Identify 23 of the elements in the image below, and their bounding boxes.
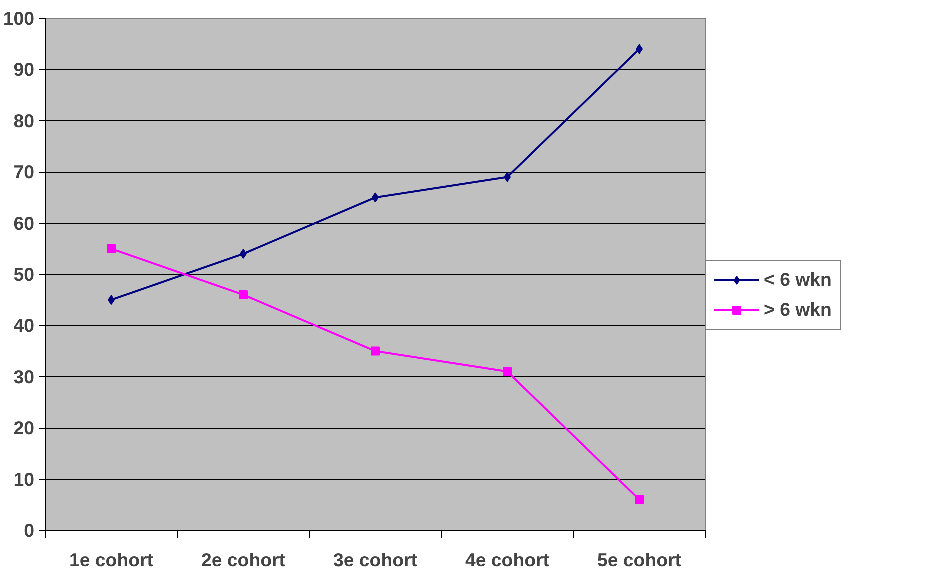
y-tick-label: 10 [14, 468, 35, 490]
y-tick-label: 50 [14, 264, 35, 285]
y-tick-label: 20 [14, 418, 35, 439]
x-tick-label: 4e cohort [466, 550, 550, 570]
x-tick-label: 5e cohort [598, 550, 682, 570]
y-tick-label: 100 [3, 8, 35, 29]
x-tick-label: 1e cohort [70, 550, 154, 570]
y-tick-label: 30 [14, 366, 35, 388]
point [503, 367, 512, 376]
x-tick-label: 2e cohort [202, 550, 286, 570]
y-tick-label: 40 [14, 315, 35, 336]
point [371, 346, 380, 356]
y-tick-label: 0 [24, 520, 35, 541]
y-tick-label: 80 [14, 110, 35, 132]
y-tick-label: 60 [14, 212, 35, 234]
legend-label: < 6 wkn [764, 269, 832, 291]
legend-label: > 6 wkn [764, 299, 832, 321]
point [239, 290, 248, 300]
y-tick-label: 90 [14, 59, 35, 80]
x-tick-label: 3e cohort [334, 550, 418, 570]
y-tick-label: 70 [14, 162, 35, 183]
point [107, 244, 116, 254]
point [635, 495, 644, 504]
